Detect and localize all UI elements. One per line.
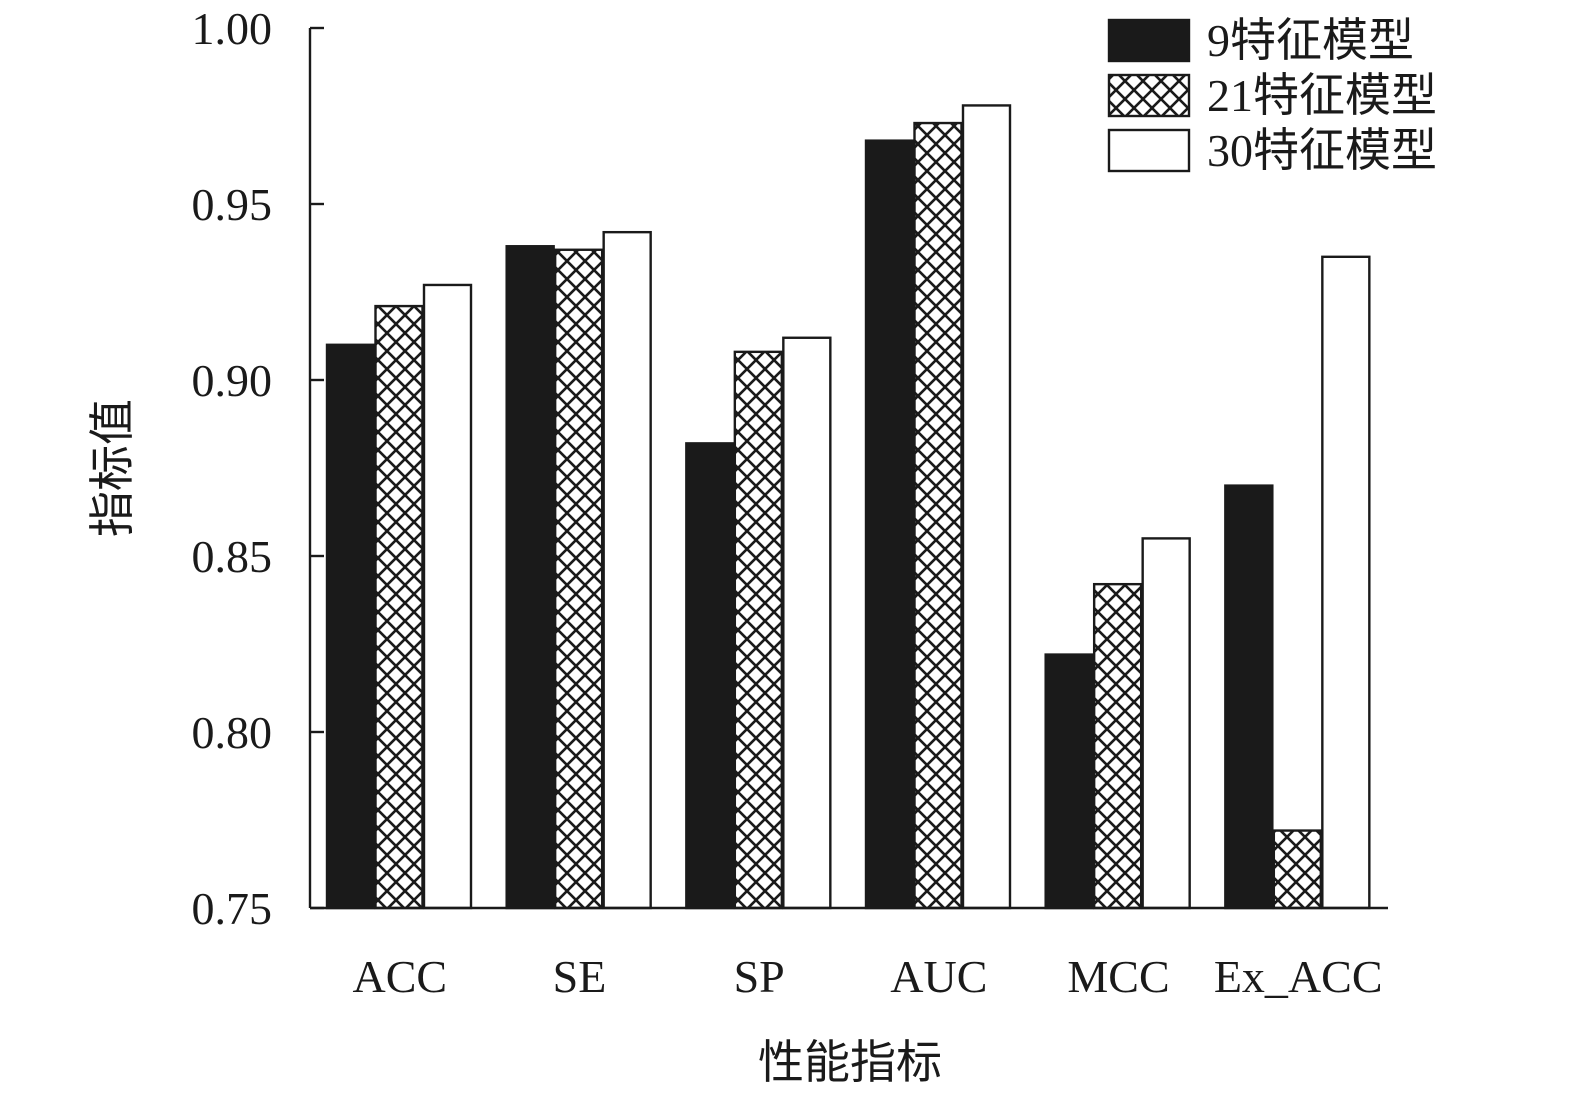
y-tick-label: 0.85 [192, 531, 273, 582]
bar-se-series-3 [602, 230, 652, 910]
y-tick-label: 1.00 [192, 3, 273, 54]
bar-ex-acc-series-3 [1321, 255, 1371, 910]
bar-acc-series-1 [325, 343, 376, 910]
bar-auc-series-3 [961, 104, 1012, 910]
legend-label-series-1: 9特征模型 [1207, 15, 1414, 66]
legend-swatch-series-1 [1107, 18, 1191, 63]
bar-acc-series-3 [422, 283, 473, 910]
bars-layer [325, 104, 1371, 910]
x-tick-label: SE [553, 951, 607, 1002]
bar-mcc-series-2 [1092, 582, 1143, 910]
bar-mcc-series-1 [1044, 653, 1094, 910]
legend-swatch-series-2 [1107, 73, 1191, 118]
bar-auc-series-2 [913, 121, 963, 910]
bar-mcc-series-3 [1141, 537, 1191, 910]
y-tick-label: 0.80 [192, 707, 273, 758]
bar-se-series-2 [553, 248, 604, 910]
y-axis-title: 指标值 [85, 399, 139, 537]
bar-ex-acc-series-2 [1272, 829, 1323, 910]
bar-sp-series-1 [685, 442, 735, 910]
y-tick-label: 0.90 [192, 355, 273, 406]
x-tick-label: Ex_ACC [1214, 951, 1383, 1002]
bar-sp-series-2 [733, 350, 784, 910]
x-tick-label: MCC [1067, 951, 1169, 1002]
x-tick-label: AUC [890, 951, 987, 1002]
legend-swatch-series-3 [1107, 128, 1191, 173]
bar-auc-series-1 [864, 139, 915, 910]
legend-label-series-2: 21特征模型 [1207, 70, 1437, 121]
bar-acc-series-2 [374, 304, 424, 910]
bar-se-series-1 [505, 245, 555, 910]
bar-ex-acc-series-1 [1224, 484, 1274, 910]
bar-sp-series-3 [782, 336, 832, 910]
x-tick-label: SP [734, 951, 785, 1002]
x-tick-label: ACC [353, 951, 448, 1002]
x-axis-title: 性能指标 [758, 1035, 942, 1089]
y-tick-label: 0.95 [192, 179, 273, 230]
y-tick-label: 0.75 [192, 883, 273, 934]
legend-label-series-3: 30特征模型 [1207, 125, 1437, 176]
axes-layer: ACC SE SP AUC MCC Ex_ACC 0.75 0.80 0.85 0.90 0.95 1… [192, 3, 1388, 1002]
